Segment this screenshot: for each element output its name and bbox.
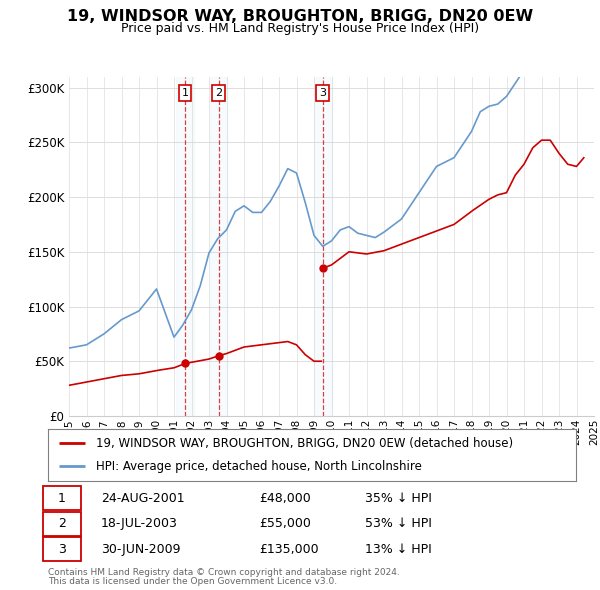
Text: This data is licensed under the Open Government Licence v3.0.: This data is licensed under the Open Gov… — [48, 577, 337, 586]
FancyBboxPatch shape — [43, 512, 81, 536]
Text: 24-AUG-2001: 24-AUG-2001 — [101, 491, 184, 504]
Text: 2: 2 — [58, 517, 65, 530]
Bar — [176, 77, 194, 416]
Bar — [210, 77, 227, 416]
FancyBboxPatch shape — [43, 537, 81, 561]
Text: 13% ↓ HPI: 13% ↓ HPI — [365, 543, 431, 556]
Text: Contains HM Land Registry data © Crown copyright and database right 2024.: Contains HM Land Registry data © Crown c… — [48, 568, 400, 576]
Text: 30-JUN-2009: 30-JUN-2009 — [101, 543, 181, 556]
Text: HPI: Average price, detached house, North Lincolnshire: HPI: Average price, detached house, Nort… — [95, 460, 421, 473]
Bar — [314, 77, 331, 416]
Text: 18-JUL-2003: 18-JUL-2003 — [101, 517, 178, 530]
Text: 2: 2 — [215, 88, 222, 98]
Text: 19, WINDSOR WAY, BROUGHTON, BRIGG, DN20 0EW: 19, WINDSOR WAY, BROUGHTON, BRIGG, DN20 … — [67, 9, 533, 24]
Text: £48,000: £48,000 — [259, 491, 311, 504]
Text: 3: 3 — [319, 88, 326, 98]
Text: £55,000: £55,000 — [259, 517, 311, 530]
Text: 19, WINDSOR WAY, BROUGHTON, BRIGG, DN20 0EW (detached house): 19, WINDSOR WAY, BROUGHTON, BRIGG, DN20 … — [95, 437, 512, 450]
Text: 53% ↓ HPI: 53% ↓ HPI — [365, 517, 431, 530]
Text: 3: 3 — [58, 543, 65, 556]
Text: 35% ↓ HPI: 35% ↓ HPI — [365, 491, 431, 504]
Text: 1: 1 — [58, 491, 65, 504]
Text: 1: 1 — [182, 88, 189, 98]
Text: £135,000: £135,000 — [259, 543, 319, 556]
FancyBboxPatch shape — [43, 486, 81, 510]
Text: Price paid vs. HM Land Registry's House Price Index (HPI): Price paid vs. HM Land Registry's House … — [121, 22, 479, 35]
